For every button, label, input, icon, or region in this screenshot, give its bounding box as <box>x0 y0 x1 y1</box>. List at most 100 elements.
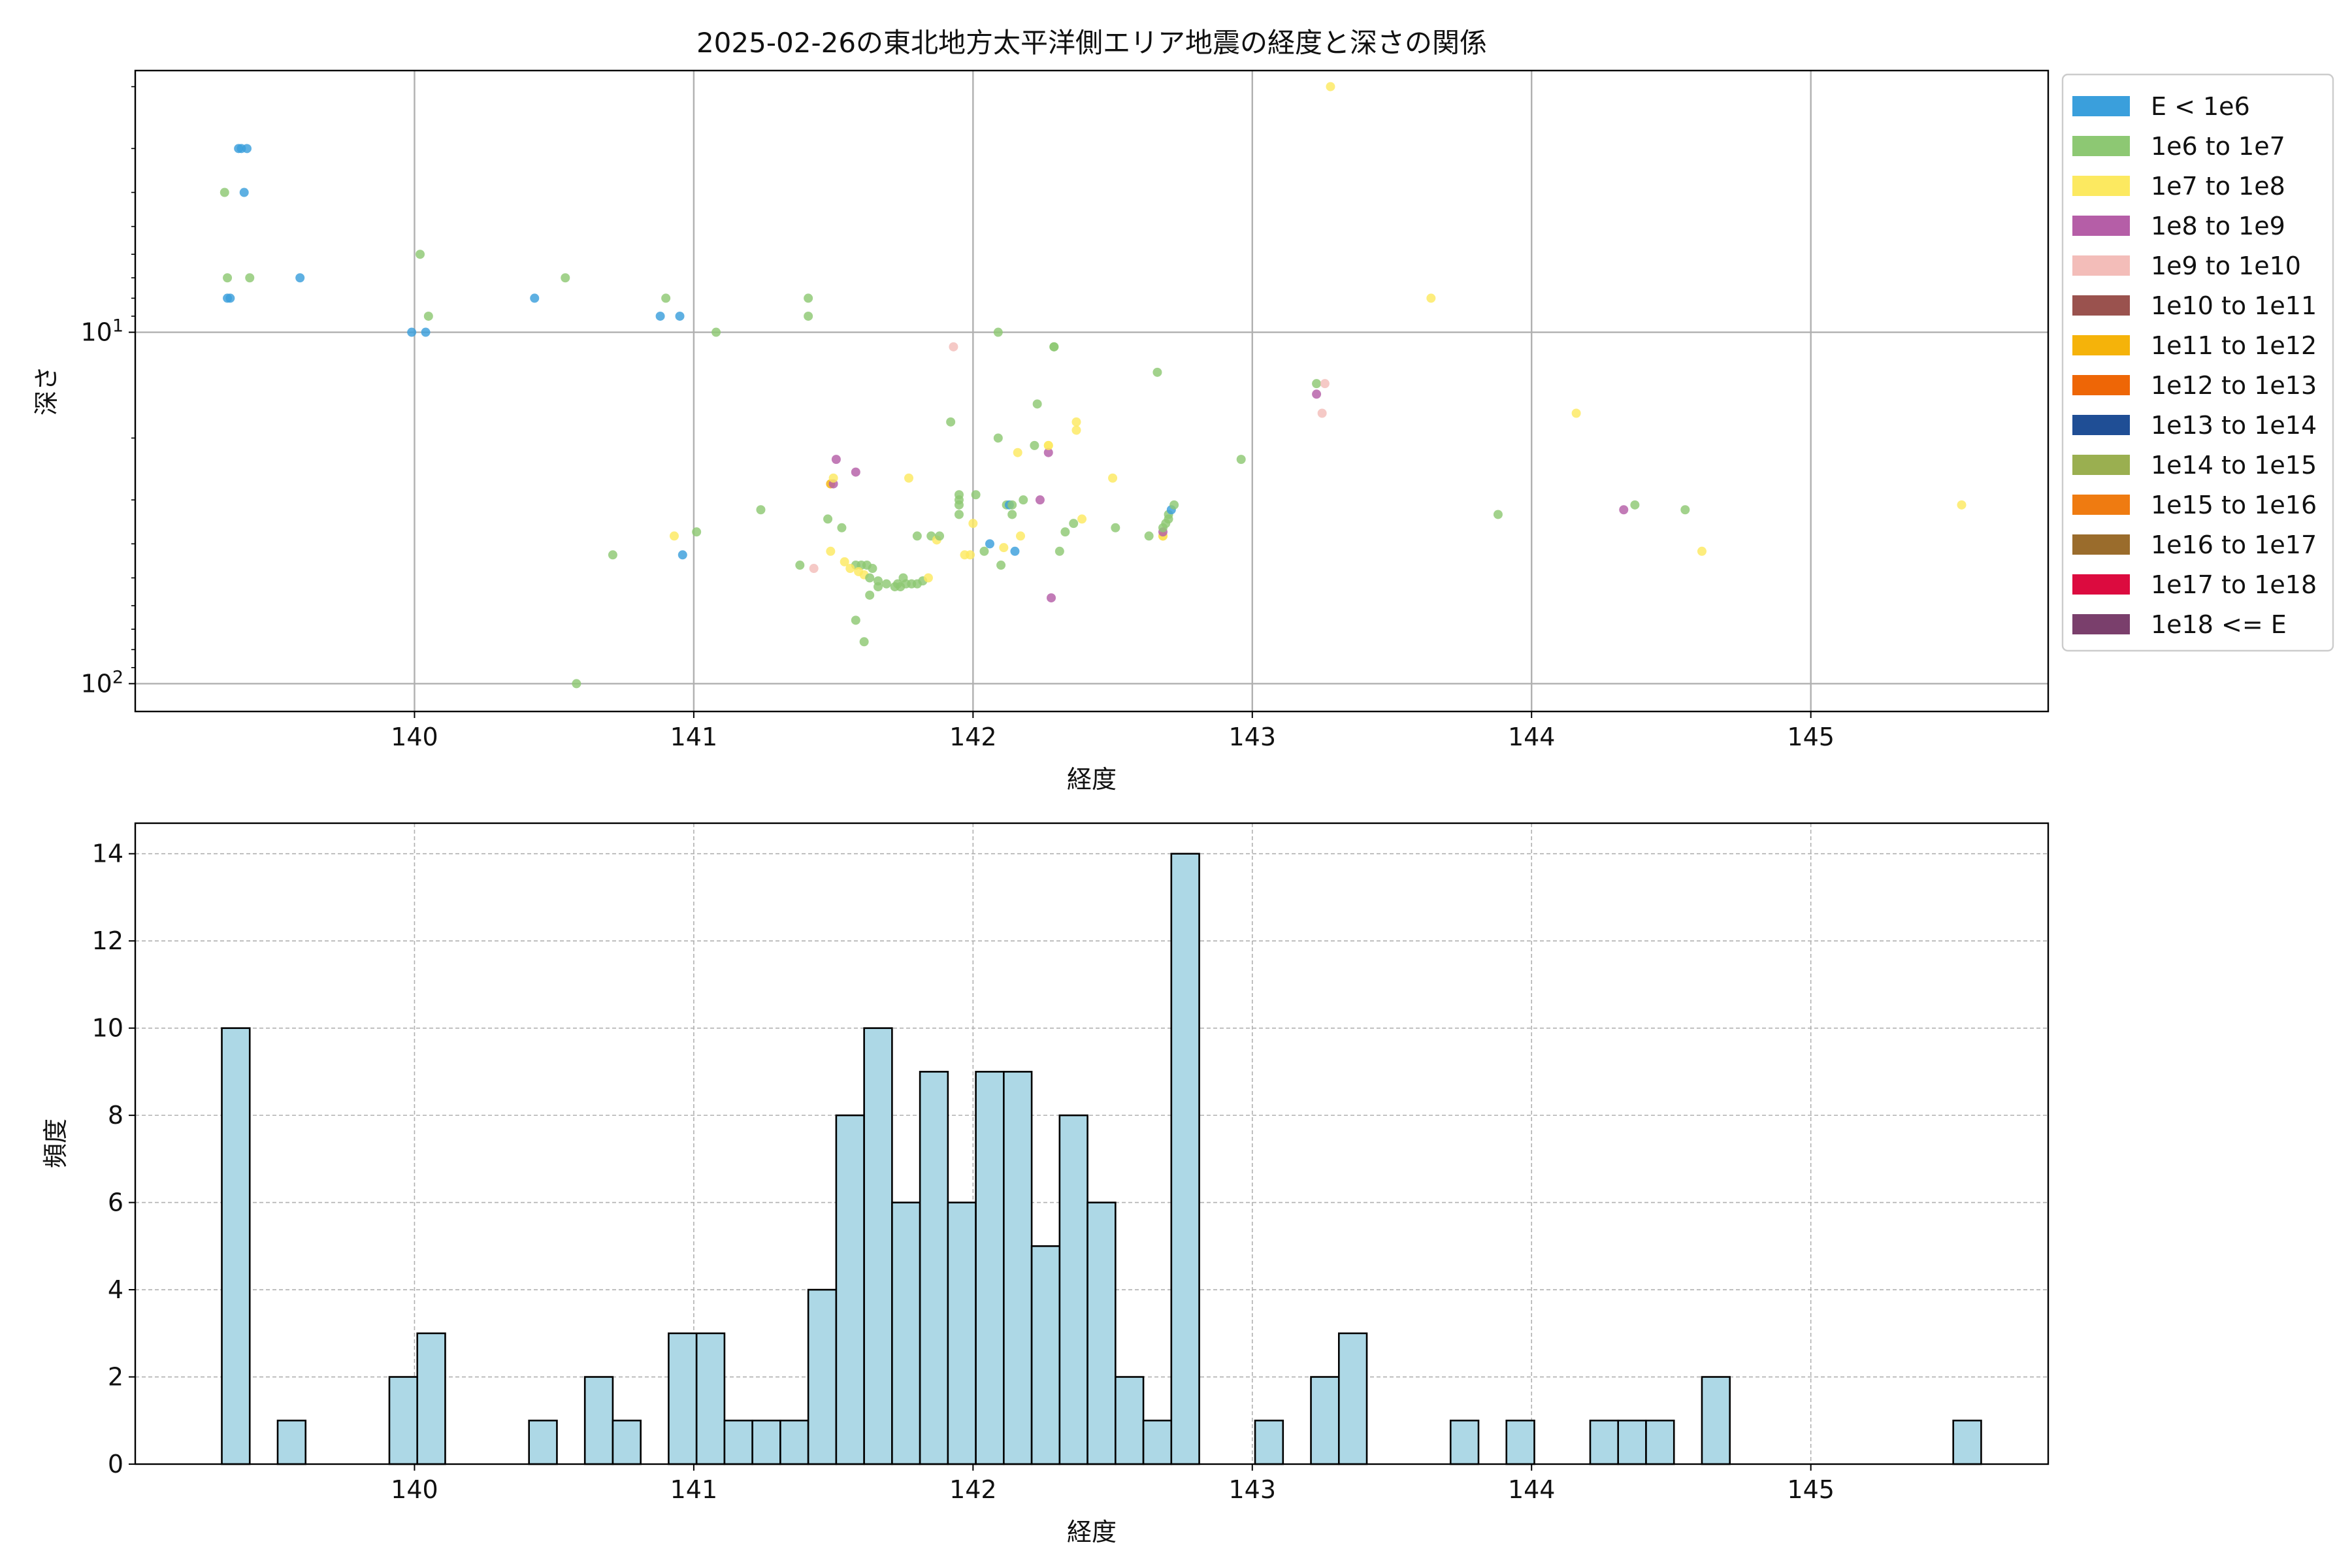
histogram-y-tick-label: 0 <box>108 1450 123 1478</box>
scatter-x-tick-label: 145 <box>1787 723 1835 751</box>
scatter-point <box>985 539 994 549</box>
scatter-point <box>572 679 581 689</box>
histogram-bar <box>1589 1419 1620 1465</box>
scatter-point <box>874 576 883 586</box>
legend-swatch <box>2072 614 2130 634</box>
histogram-bar <box>1058 1114 1088 1465</box>
histogram-bar <box>416 1332 446 1465</box>
scatter-point <box>1049 342 1059 351</box>
histogram-bar <box>835 1114 865 1465</box>
legend-label: 1e7 to 1e8 <box>2151 172 2285 201</box>
scatter-gridlines <box>135 71 2048 711</box>
scatter-point <box>859 637 869 647</box>
scatter-point <box>1312 379 1322 389</box>
scatter-point <box>1069 519 1079 529</box>
histogram-bar <box>1115 1376 1145 1465</box>
histogram-y-tick-label: 8 <box>108 1101 123 1130</box>
legend-items: E < 1e6 1e6 to 1e7 1e7 to 1e8 1e8 to 1e9 1e9… <box>2072 92 2317 639</box>
scatter-point <box>1071 425 1081 435</box>
scatter-point <box>675 311 685 321</box>
histogram-bar <box>1952 1419 1982 1465</box>
histogram-bar <box>947 1201 977 1465</box>
scatter-point <box>968 519 978 529</box>
scatter-point <box>530 293 540 303</box>
histogram-bar <box>1617 1419 1647 1465</box>
scatter-x-tick-label: 142 <box>949 723 997 751</box>
scatter-point <box>242 144 252 154</box>
scatter-point <box>608 550 617 560</box>
scatter-point <box>692 527 702 537</box>
scatter-point <box>912 531 922 541</box>
scatter-point <box>1619 505 1629 515</box>
scatter-point <box>245 273 255 283</box>
legend-label: 1e8 to 1e9 <box>2151 212 2285 240</box>
scatter-point <box>795 561 805 570</box>
scatter-point <box>1317 408 1327 418</box>
scatter-point <box>923 573 933 583</box>
scatter-x-tick-label: 140 <box>391 723 438 751</box>
scatter-point <box>1144 531 1154 541</box>
legend-label: E < 1e6 <box>2151 92 2250 121</box>
histogram-y-tick-label: 4 <box>108 1275 123 1304</box>
histogram-x-tick-label: 140 <box>391 1475 438 1504</box>
scatter-point <box>845 564 855 574</box>
histogram-x-tick-label: 142 <box>949 1475 997 1504</box>
scatter-point <box>809 564 819 574</box>
histogram-bar <box>1170 853 1200 1465</box>
legend-swatch <box>2072 335 2130 355</box>
histogram-bar <box>751 1419 781 1465</box>
legend-swatch <box>2072 216 2130 236</box>
histogram-bar <box>528 1419 558 1465</box>
scatter-point <box>993 433 1003 443</box>
scatter-x-ticks: 140 141 142 143 144 145 <box>391 711 1835 751</box>
histogram-x-tick-label: 145 <box>1787 1475 1835 1504</box>
scatter-point <box>868 564 877 574</box>
histogram-bar <box>779 1419 809 1465</box>
legend-swatch <box>2072 176 2130 196</box>
scatter-point <box>954 510 964 519</box>
histogram-bar <box>723 1419 753 1465</box>
scatter-point <box>1071 417 1081 427</box>
scatter-point <box>1957 500 1967 510</box>
legend-label: 1e9 to 1e10 <box>2151 252 2301 280</box>
scatter-point <box>1030 440 1039 450</box>
scatter-point <box>415 250 425 259</box>
histogram-y-ticks: 0 2 4 6 8 10 12 14 <box>92 840 135 1478</box>
scatter-point <box>1035 495 1045 505</box>
scatter-title: 2025-02-26の東北地方太平洋側エリア地震の経度と深さの関係 <box>696 27 1487 59</box>
scatter-y-tick-label: 102 <box>80 667 123 698</box>
scatter-point <box>840 557 849 566</box>
scatter-point <box>823 514 833 524</box>
histogram-y-tick-label: 10 <box>92 1014 123 1043</box>
scatter-point <box>1019 495 1028 505</box>
scatter-point <box>1007 500 1017 510</box>
legend: E < 1e6 1e6 to 1e7 1e7 to 1e8 1e8 to 1e9 1e9… <box>2061 73 2334 652</box>
scatter-point <box>1013 448 1022 457</box>
histogram-bar <box>668 1332 698 1465</box>
scatter-y-axis-label: 深さ <box>32 366 61 416</box>
histogram-axes-frame <box>134 822 2050 1465</box>
histogram-y-tick-label: 12 <box>92 926 123 955</box>
scatter-point <box>999 543 1009 553</box>
legend-swatch <box>2072 255 2130 276</box>
scatter-point <box>756 505 766 515</box>
scatter-point <box>711 327 721 337</box>
scatter-point <box>865 590 875 600</box>
scatter-point <box>1236 455 1246 465</box>
scatter-point <box>1571 408 1581 418</box>
scatter-point <box>655 311 665 321</box>
histogram-y-axis-label: 頻度 <box>41 1119 70 1168</box>
scatter-point <box>804 293 813 303</box>
scatter-x-tick-label: 144 <box>1508 723 1556 751</box>
scatter-x-axis-label: 経度 <box>1067 765 1117 794</box>
scatter-point <box>1060 527 1070 537</box>
histogram-bar <box>1142 1419 1173 1465</box>
scatter-point <box>1054 546 1064 556</box>
scatter-point <box>678 550 687 560</box>
legend-label: 1e18 <= E <box>2151 610 2287 639</box>
scatter-point <box>971 490 981 500</box>
histogram-bar <box>1505 1419 1535 1465</box>
histogram-bar <box>221 1027 251 1465</box>
histogram-bar <box>1310 1376 1340 1465</box>
scatter-point <box>1111 523 1120 532</box>
